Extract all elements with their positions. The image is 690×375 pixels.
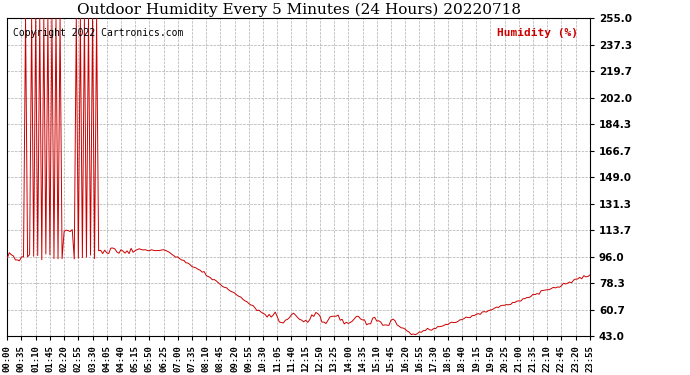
Text: Copyright 2022 Cartronics.com: Copyright 2022 Cartronics.com bbox=[13, 28, 184, 38]
Title: Outdoor Humidity Every 5 Minutes (24 Hours) 20220718: Outdoor Humidity Every 5 Minutes (24 Hou… bbox=[77, 3, 520, 17]
Text: Humidity (%): Humidity (%) bbox=[497, 28, 578, 38]
